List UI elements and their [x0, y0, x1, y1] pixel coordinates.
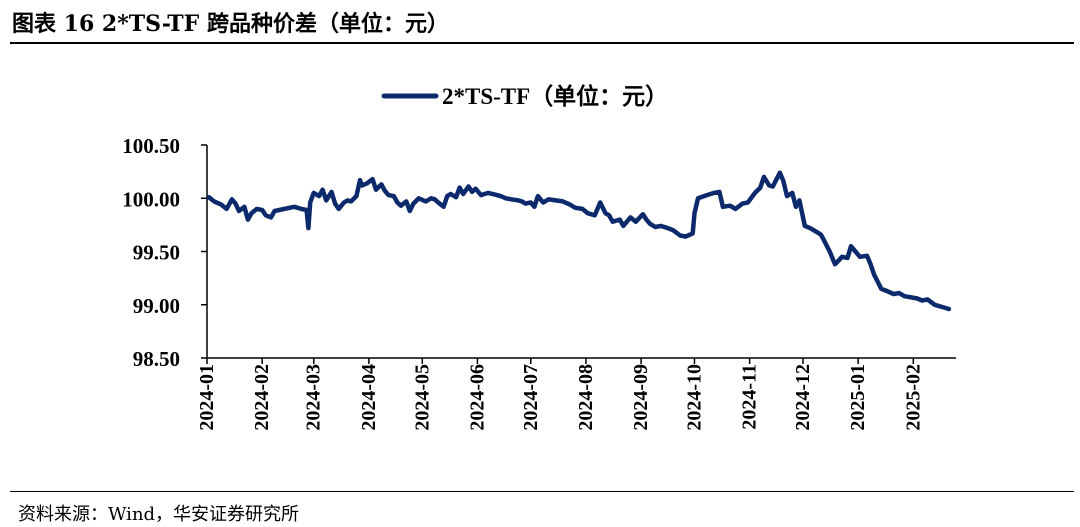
x-tick-label: 2024-04 [358, 364, 380, 431]
x-tick-label: 2024-03 [303, 364, 325, 431]
x-tick-label: 2024-01 [196, 364, 218, 431]
y-axis: 98.50 99.00 99.50 100.00 100.50 [122, 134, 208, 371]
source-note: 资料来源：Wind，华安证券研究所 [18, 504, 300, 525]
x-tick-label: 2024-12 [792, 364, 814, 431]
legend: 2*TS-TF（单位：元） [381, 83, 668, 109]
x-tick-label: 2024-10 [683, 364, 705, 431]
x-tick-label: 2024-06 [466, 364, 488, 431]
figure-title: 图表 16 2*TS-TF 跨品种价差（单位：元） [12, 11, 449, 37]
x-tick-label: 2024-07 [520, 364, 542, 431]
x-tick-label: 2025-02 [902, 364, 924, 431]
x-axis: 2024-01 2024-02 2024-03 2024-04 2024-05 2024-… [196, 357, 956, 431]
line-chart: 2*TS-TF（单位：元） 98.50 99.00 99.50 100.00 100.5… [122, 83, 956, 431]
y-tick-label: 98.50 [133, 347, 180, 371]
y-tick-label: 99.00 [133, 294, 180, 318]
x-tick-label: 2024-08 [575, 364, 597, 431]
x-tick-label: 2024-11 [739, 364, 761, 430]
title-rule [10, 42, 1074, 44]
x-tick-label: 2024-02 [251, 364, 273, 431]
y-tick-label: 100.00 [122, 187, 180, 211]
series-line [206, 170, 952, 312]
legend-label: 2*TS-TF（单位：元） [442, 83, 668, 109]
x-tick-label: 2024-05 [411, 364, 433, 431]
y-tick-label: 99.50 [133, 241, 180, 265]
x-tick-label: 2025-01 [847, 364, 869, 431]
x-tick-label: 2024-09 [630, 364, 652, 431]
source-rule [10, 491, 1074, 492]
y-tick-label: 100.50 [122, 134, 180, 158]
